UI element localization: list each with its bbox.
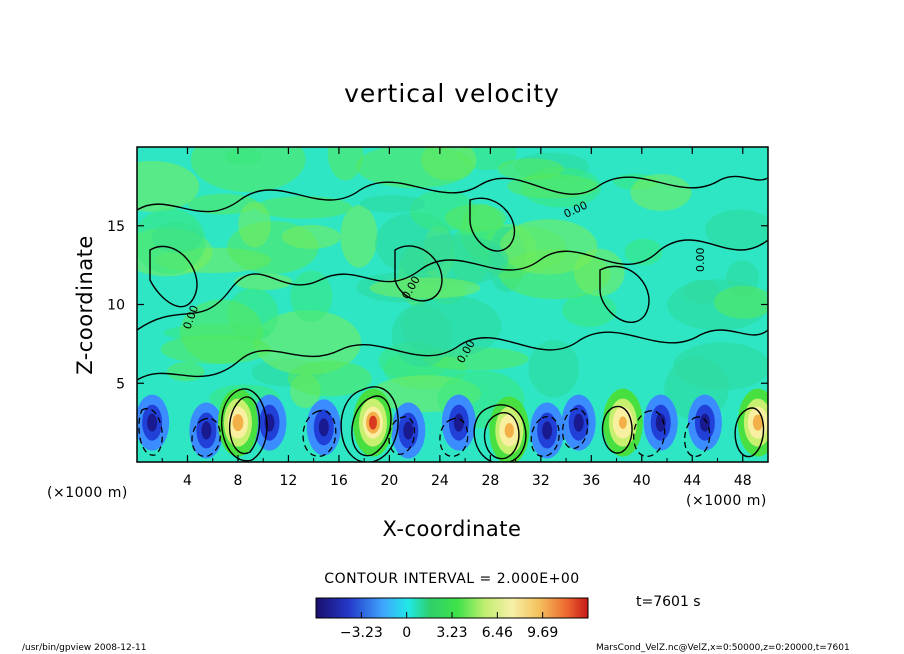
- downdraft-core: [573, 413, 584, 432]
- field-cores: [137, 388, 768, 462]
- field-patch: [340, 205, 378, 268]
- field-patch: [238, 201, 271, 248]
- contour-label: 0.00: [694, 248, 707, 273]
- colorbar-tick-label: 0: [402, 625, 411, 641]
- time-label: t=7601 s: [636, 594, 701, 610]
- x-tick-label: 48: [734, 473, 752, 489]
- downdraft-core: [699, 413, 710, 432]
- downdraft-core: [453, 413, 464, 432]
- x-tick-label: 24: [431, 473, 449, 489]
- x-unit-left: (×1000 m): [47, 485, 128, 501]
- y-tick-label: 10: [107, 298, 125, 314]
- field-patch: [705, 209, 768, 251]
- field-patch: [713, 285, 768, 319]
- field-patch: [445, 204, 507, 232]
- downdraft-core: [542, 421, 553, 440]
- x-tick-label: 16: [330, 473, 348, 489]
- field-patch: [281, 224, 341, 249]
- field-patch: [234, 273, 293, 291]
- x-tick-label: 36: [582, 473, 600, 489]
- field-patch: [254, 310, 362, 375]
- field-patch: [359, 195, 426, 213]
- footer-left: /usr/bin/gpview 2008-12-11: [22, 643, 146, 653]
- x-axis-ticks: 4 8 12 16 20 24 28 32 36 40 44 48: [161, 147, 752, 489]
- field-patch: [624, 238, 663, 266]
- field-patch: [167, 362, 205, 382]
- field-patch: [224, 148, 263, 165]
- field-patch: [287, 360, 372, 397]
- x-tick-label: 4: [183, 473, 192, 489]
- updraft-core: [752, 414, 763, 431]
- field-patch: [290, 270, 333, 322]
- updraft-core: [618, 416, 627, 429]
- field-patch: [369, 277, 481, 299]
- y-axis-title: Z-coordinate: [73, 235, 97, 375]
- field-layer: [137, 147, 768, 462]
- y-axis-ticks: 5 10 15: [107, 219, 768, 392]
- field-patch: [180, 299, 264, 364]
- chart-title: vertical velocity: [344, 79, 560, 108]
- field-patch: [356, 147, 474, 189]
- x-tick-label: 32: [532, 473, 550, 489]
- footer-right: MarsCond_VelZ.nc@VelZ,x=0:50000,z=0:2000…: [596, 643, 850, 653]
- x-tick-label: 40: [633, 473, 651, 489]
- y-tick-label: 5: [116, 376, 125, 392]
- colorbar-tick-label: 6.46: [482, 625, 513, 641]
- contour-interval-label: CONTOUR INTERVAL = 2.000E+00: [324, 571, 579, 587]
- x-tick-label: 8: [233, 473, 242, 489]
- field-patch: [630, 174, 692, 211]
- y-tick-label: 15: [107, 219, 125, 235]
- contour-lines: [137, 175, 768, 462]
- x-tick-label: 12: [280, 473, 298, 489]
- updraft-core: [368, 415, 377, 430]
- downdraft-core: [318, 418, 329, 437]
- downdraft-core: [147, 413, 158, 432]
- field-patch: [507, 174, 599, 199]
- field-patch: [528, 339, 579, 398]
- field-patch: [137, 161, 200, 212]
- downdraft-core: [403, 421, 414, 440]
- x-tick-label: 44: [683, 473, 701, 489]
- colorbar: [316, 598, 588, 618]
- field-patch: [573, 248, 625, 297]
- x-unit-right: (×1000 m): [686, 493, 767, 509]
- field-patch: [255, 196, 352, 219]
- x-axis-title: X-coordinate: [383, 517, 522, 541]
- dashed-contours: [138, 407, 711, 457]
- field-patch: [400, 295, 502, 358]
- updraft-core: [232, 414, 244, 432]
- colorbar-tick-label: 3.23: [436, 625, 467, 641]
- field-patch: [190, 147, 306, 192]
- colorbar-ticks: −3.23 0 3.23 6.46 9.69: [340, 612, 558, 641]
- field-patch: [137, 208, 206, 274]
- field-patch: [499, 219, 598, 275]
- colorbar-tick-label: 9.69: [527, 625, 558, 641]
- x-tick-label: 20: [380, 473, 398, 489]
- field-patch: [327, 147, 364, 181]
- updraft-core: [504, 423, 514, 438]
- downdraft-core: [201, 421, 212, 440]
- downdraft-core: [655, 413, 666, 432]
- colorbar-tick-label: −3.23: [340, 625, 383, 641]
- x-tick-label: 28: [481, 473, 499, 489]
